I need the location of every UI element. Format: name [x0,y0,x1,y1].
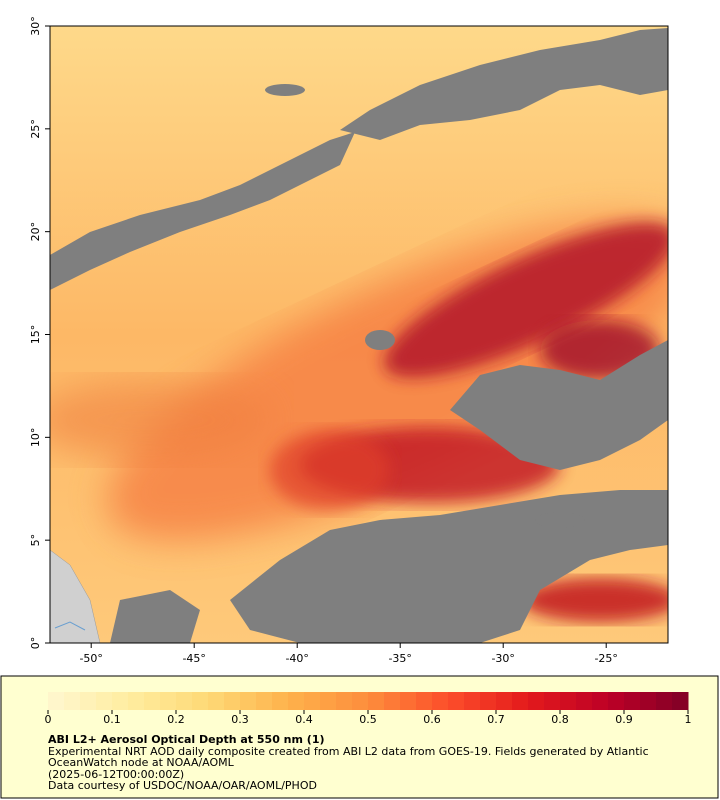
colorbar-segment [576,692,593,710]
colorbar-segment [368,692,385,710]
colorbar-segment [560,692,577,710]
colorbar-tick-label: 0.5 [359,713,377,726]
colorbar-segment [352,692,369,710]
colorbar-segment [144,692,161,710]
y-tick-label: 25° [29,119,42,139]
colorbar-segment [240,692,257,710]
colorbar-segment [592,692,609,710]
x-tick-label: -35° [388,652,411,665]
caption-line: OceanWatch node at NOAA/AOML [48,756,235,769]
x-tick-label: -50° [79,652,102,665]
colorbar-segment [80,692,97,710]
colorbar-segment [272,692,289,710]
colorbar-segment [672,692,689,710]
no-data [50,28,668,643]
x-tick-label: -30° [491,652,514,665]
colorbar-tick-label: 0.4 [295,713,313,726]
colorbar-segment [544,692,561,710]
colorbar-segment [480,692,497,710]
colorbar-segment [608,692,625,710]
colorbar-segment [128,692,145,710]
y-tick-label: 0° [29,637,42,650]
caption-line: Data courtesy of USDOC/NOAA/OAR/AOML/PHO… [48,779,317,792]
colorbar-tick-label: 0.6 [423,713,441,726]
colorbar-segment [384,692,401,710]
colorbar-segment [400,692,417,710]
y-tick-label: 30° [29,16,42,36]
colorbar-segment [464,692,481,710]
colorbar-segment [512,692,529,710]
colorbar-segment [640,692,657,710]
y-tick-label: 20° [29,222,42,242]
colorbar-segment [208,692,225,710]
caption-line: Experimental NRT AOD daily composite cre… [48,745,649,758]
colorbar-segment [496,692,513,710]
colorbar-segment [528,692,545,710]
colorbar-segment [192,692,209,710]
colorbar-segment [176,692,193,710]
colorbar-segment [432,692,449,710]
y-tick-label: 5° [29,534,42,547]
x-tick-label: -25° [594,652,617,665]
colorbar-segment [656,692,673,710]
caption-line: (2025-06-12T00:00:00Z) [48,768,184,781]
river [54,621,86,631]
colorbar-segment [288,692,305,710]
colorbar-segment [624,692,641,710]
colorbar-segment [304,692,321,710]
colorbar-segment [256,692,273,710]
aod-field [50,26,668,643]
caption-title: ABI L2+ Aerosol Optical Depth at 550 nm … [48,733,325,746]
colorbar-segment [224,692,241,710]
colorbar-tick-label: 0.2 [167,713,185,726]
colorbar-tick-label: 0.9 [615,713,633,726]
colorbar-tick-label: 0.3 [231,713,249,726]
colorbar-segment [320,692,337,710]
colorbar-segment [48,692,65,710]
colorbar-tick-label: 0 [45,713,52,726]
colorbar-segment [96,692,113,710]
y-tick-label: 10° [29,428,42,448]
colorbar-segment [160,692,177,710]
colorbar-segment [416,692,433,710]
x-tick-label: -45° [182,652,205,665]
colorbar-tick-label: 1 [685,713,692,726]
colorbar-segment [336,692,353,710]
colorbar-segment [64,692,81,710]
colorbar-segment [112,692,129,710]
y-tick-label: 15° [29,325,42,345]
x-tick-label: -40° [285,652,308,665]
colorbar-segment [448,692,465,710]
colorbar-tick-label: 0.8 [551,713,569,726]
land [50,549,101,643]
colorbar-tick-label: 0.1 [103,713,121,726]
colorbar-tick-label: 0.7 [487,713,505,726]
